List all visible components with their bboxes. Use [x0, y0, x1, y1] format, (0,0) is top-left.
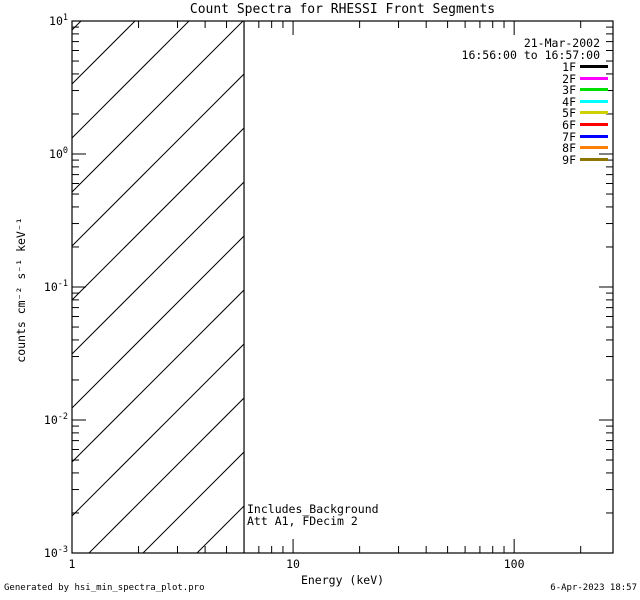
- legend-item-label-4f: 4F: [562, 94, 576, 109]
- y-tick-label: 10-2: [43, 412, 68, 427]
- y-axis-ticks: [72, 20, 613, 554]
- legend-time-range: 16:56:00 to 16:57:00: [461, 48, 600, 62]
- footer-timestamp: 6-Apr-2023 18:57: [550, 583, 637, 593]
- x-tick-label: 100: [503, 557, 525, 571]
- plot-frame: [71, 20, 614, 554]
- legend-item-label-1f: 1F: [562, 60, 576, 74]
- y-tick-label: 101: [49, 13, 68, 28]
- y-tick-label: 10-1: [43, 279, 68, 294]
- legend-swatch-4f: [580, 99, 608, 103]
- legend-item-label-2f: 2F: [562, 71, 576, 86]
- legend-item-label-8f: 8F: [562, 141, 576, 156]
- legend-swatch-1f: [580, 65, 608, 68]
- legend-swatch-5f: [580, 111, 608, 115]
- y-tick-label: 100: [49, 146, 68, 161]
- legend-item-label-7f: 7F: [562, 129, 576, 144]
- legend-swatch-9f: [580, 157, 608, 161]
- legend-item-label-5f: 5F: [562, 106, 576, 121]
- legend-item-label-3f: 3F: [562, 83, 576, 98]
- annotation-attenuator-state: Att A1, FDecim 2: [247, 514, 358, 528]
- legend-item-label-6f: 6F: [562, 118, 576, 132]
- legend-swatch-2f: [580, 76, 608, 80]
- chart-title: Count Spectra for RHESSI Front Segments: [189, 2, 496, 17]
- footer-generator-text: Generated by hsi_min_spectra_plot.pro: [4, 583, 205, 593]
- annotation-includes-background: Includes_Background: [247, 502, 379, 516]
- legend-swatch-3f: [580, 88, 608, 92]
- x-axis-ticks: [71, 21, 582, 553]
- x-tick-label: 10: [286, 557, 300, 571]
- x-tick-label: 1: [68, 557, 76, 571]
- legend-date: 21-Mar-2002: [523, 36, 600, 50]
- legend-swatch-6f: [580, 123, 608, 126]
- y-tick-label: 10-3: [43, 545, 68, 560]
- hatch-region: [72, 21, 245, 553]
- legend-swatch-8f: [580, 146, 608, 150]
- x-axis-label: Energy (keV): [300, 573, 385, 587]
- legend-item-label-9f: 9F: [562, 152, 576, 167]
- legend-swatch-7f: [580, 134, 608, 138]
